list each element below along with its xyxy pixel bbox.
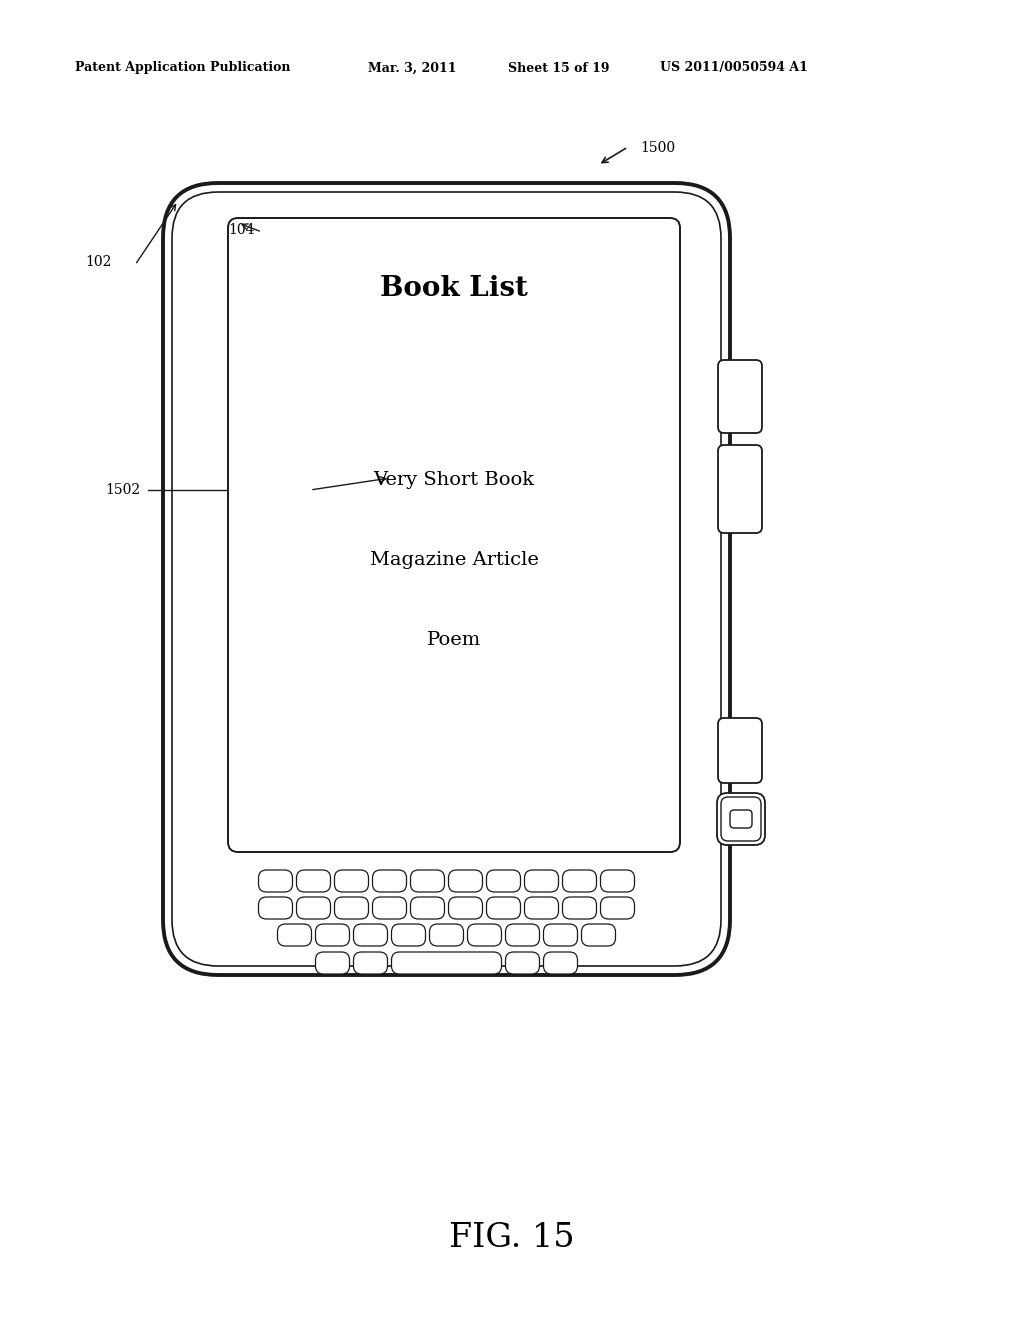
FancyBboxPatch shape bbox=[544, 924, 578, 946]
FancyBboxPatch shape bbox=[335, 870, 369, 892]
FancyBboxPatch shape bbox=[391, 952, 502, 974]
Text: Very Short Book: Very Short Book bbox=[374, 471, 535, 488]
FancyBboxPatch shape bbox=[172, 191, 721, 966]
FancyBboxPatch shape bbox=[353, 952, 387, 974]
FancyBboxPatch shape bbox=[297, 898, 331, 919]
FancyBboxPatch shape bbox=[468, 924, 502, 946]
FancyBboxPatch shape bbox=[486, 898, 520, 919]
FancyBboxPatch shape bbox=[429, 924, 464, 946]
Text: 102: 102 bbox=[85, 255, 112, 269]
FancyBboxPatch shape bbox=[718, 445, 762, 533]
FancyBboxPatch shape bbox=[258, 898, 293, 919]
FancyBboxPatch shape bbox=[449, 898, 482, 919]
FancyBboxPatch shape bbox=[486, 870, 520, 892]
FancyBboxPatch shape bbox=[717, 793, 765, 845]
Text: US 2011/0050594 A1: US 2011/0050594 A1 bbox=[660, 62, 808, 74]
FancyBboxPatch shape bbox=[524, 870, 558, 892]
FancyBboxPatch shape bbox=[411, 898, 444, 919]
FancyBboxPatch shape bbox=[258, 870, 293, 892]
Text: 1500: 1500 bbox=[640, 141, 675, 154]
FancyBboxPatch shape bbox=[721, 797, 761, 841]
FancyBboxPatch shape bbox=[353, 924, 387, 946]
FancyBboxPatch shape bbox=[506, 924, 540, 946]
FancyBboxPatch shape bbox=[297, 870, 331, 892]
Text: Poem: Poem bbox=[427, 631, 481, 649]
Text: Sheet 15 of 19: Sheet 15 of 19 bbox=[508, 62, 609, 74]
FancyBboxPatch shape bbox=[449, 870, 482, 892]
Text: FIG. 15: FIG. 15 bbox=[450, 1222, 574, 1254]
FancyBboxPatch shape bbox=[524, 898, 558, 919]
FancyBboxPatch shape bbox=[373, 870, 407, 892]
FancyBboxPatch shape bbox=[730, 810, 752, 828]
FancyBboxPatch shape bbox=[718, 360, 762, 433]
FancyBboxPatch shape bbox=[278, 924, 311, 946]
Text: Patent Application Publication: Patent Application Publication bbox=[75, 62, 291, 74]
FancyBboxPatch shape bbox=[544, 952, 578, 974]
FancyBboxPatch shape bbox=[373, 898, 407, 919]
FancyBboxPatch shape bbox=[600, 870, 635, 892]
Text: Magazine Article: Magazine Article bbox=[370, 550, 539, 569]
FancyBboxPatch shape bbox=[562, 870, 597, 892]
FancyBboxPatch shape bbox=[163, 183, 730, 975]
Text: 1502: 1502 bbox=[105, 483, 140, 498]
FancyBboxPatch shape bbox=[335, 898, 369, 919]
FancyBboxPatch shape bbox=[411, 870, 444, 892]
FancyBboxPatch shape bbox=[228, 218, 680, 851]
FancyBboxPatch shape bbox=[315, 952, 349, 974]
FancyBboxPatch shape bbox=[562, 898, 597, 919]
FancyBboxPatch shape bbox=[582, 924, 615, 946]
Text: Book List: Book List bbox=[380, 275, 528, 301]
Text: 104: 104 bbox=[228, 223, 255, 238]
FancyBboxPatch shape bbox=[391, 924, 426, 946]
FancyBboxPatch shape bbox=[600, 898, 635, 919]
FancyBboxPatch shape bbox=[315, 924, 349, 946]
FancyBboxPatch shape bbox=[506, 952, 540, 974]
Text: Mar. 3, 2011: Mar. 3, 2011 bbox=[368, 62, 457, 74]
FancyBboxPatch shape bbox=[718, 718, 762, 783]
